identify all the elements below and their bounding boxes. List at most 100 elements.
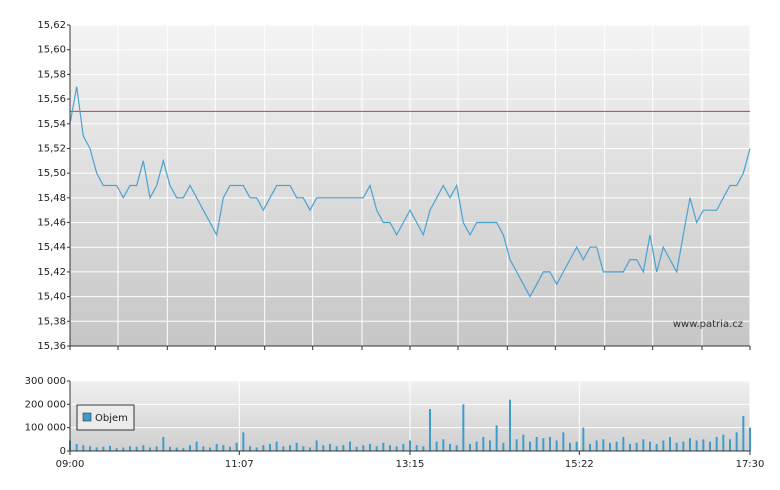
volume-bar — [75, 444, 78, 451]
volume-bar — [469, 444, 471, 451]
volume-bar — [135, 446, 138, 451]
volume-bar — [682, 441, 685, 451]
volume-bar — [255, 447, 258, 451]
volume-bar — [249, 446, 251, 451]
volume-bar — [435, 441, 438, 451]
volume-bar — [615, 441, 618, 451]
volume-bar — [495, 425, 498, 451]
y-tick-label: 200 000 — [25, 399, 66, 410]
x-tick-label: 17:30 — [736, 459, 765, 470]
volume-bar — [202, 446, 205, 451]
volume-bar — [575, 441, 578, 451]
volume-bar — [109, 445, 111, 451]
volume-bar — [142, 445, 145, 451]
volume-bar — [275, 441, 278, 451]
volume-bar — [622, 437, 625, 451]
volume-bar — [349, 441, 351, 451]
volume-bar — [675, 442, 678, 451]
volume-bar — [215, 444, 218, 451]
volume-bar — [155, 446, 158, 451]
volume-bar — [722, 434, 725, 451]
volume-bar — [362, 445, 365, 451]
volume-bar — [589, 444, 591, 451]
y-tick-label: 15,56 — [37, 94, 66, 105]
volume-bar — [742, 416, 745, 451]
volume-bar — [409, 440, 411, 451]
y-tick-label: 15,54 — [37, 119, 66, 130]
volume-bar — [395, 446, 398, 451]
volume-bar — [129, 446, 131, 451]
y-tick-label: 15,36 — [37, 341, 66, 352]
price-line — [69, 86, 751, 298]
volume-bar — [102, 446, 105, 451]
y-tick-label: 15,48 — [37, 193, 66, 204]
watermark: www.patria.cz — [673, 319, 743, 330]
volume-bar — [542, 438, 545, 451]
x-tick-label: 15:22 — [565, 459, 594, 470]
y-tick-label: 15,46 — [37, 218, 66, 229]
volume-bar — [82, 445, 85, 451]
volume-bar — [269, 444, 271, 451]
volume-bar — [715, 437, 718, 451]
volume-bar — [529, 441, 531, 451]
volume-bar — [335, 446, 338, 451]
volume-bar — [655, 444, 658, 451]
volume-bar — [182, 448, 185, 451]
volume-bar — [709, 441, 711, 451]
volume-bar — [609, 442, 611, 451]
volume-bar — [302, 446, 305, 451]
y-tick-label: 15,52 — [37, 143, 66, 154]
volume-bar — [555, 440, 558, 451]
volume-bar — [149, 447, 151, 451]
volume-bar — [502, 442, 505, 451]
volume-bar — [729, 439, 731, 451]
volume-bar — [295, 442, 298, 451]
volume-bar — [122, 447, 125, 451]
volume-bar — [382, 442, 385, 451]
volume-bar — [415, 445, 418, 451]
volume-bar — [262, 445, 265, 451]
volume-bar — [449, 444, 451, 451]
y-tick-label: 15,44 — [37, 242, 66, 253]
volume-bar — [422, 446, 425, 451]
volume-bar — [509, 399, 511, 451]
volume-bar — [169, 446, 171, 451]
volume-bar — [595, 440, 598, 451]
volume-bar — [582, 427, 585, 451]
volume-bar — [442, 439, 445, 451]
volume-bar — [189, 445, 191, 451]
volume-bar — [289, 445, 291, 451]
y-tick-label: 15,38 — [37, 316, 66, 327]
volume-bar — [369, 444, 371, 451]
volume-bar — [489, 440, 491, 451]
volume-bar — [229, 446, 231, 451]
volume-bar — [195, 441, 198, 451]
volume-bar — [635, 442, 638, 451]
volume-bar — [549, 437, 551, 451]
volume-bar — [389, 445, 391, 451]
volume-bar — [89, 446, 91, 451]
volume-bar — [649, 441, 651, 451]
volume-bar — [309, 447, 311, 451]
legend-swatch — [82, 412, 92, 422]
volume-bar — [482, 437, 485, 451]
y-tick-label: 0 — [60, 446, 66, 457]
volume-bar — [402, 444, 405, 451]
volume-bar — [629, 444, 631, 451]
volume-bar — [669, 437, 671, 451]
volume-bar — [475, 441, 478, 451]
y-tick-label: 15,40 — [37, 292, 66, 303]
volume-bar — [689, 438, 691, 451]
volume-bar — [282, 446, 285, 451]
x-tick-label: 09:00 — [56, 459, 85, 470]
y-tick-label: 15,58 — [37, 69, 66, 80]
x-tick-label: 11:07 — [225, 459, 254, 470]
volume-bar — [602, 439, 605, 451]
y-tick-label: 15,50 — [37, 168, 66, 179]
volume-bar — [222, 445, 225, 451]
volume-bar — [535, 437, 538, 451]
volume-bar — [175, 447, 178, 451]
volume-bar — [429, 409, 431, 451]
volume-bar — [375, 446, 378, 451]
volume-bar — [662, 440, 665, 451]
